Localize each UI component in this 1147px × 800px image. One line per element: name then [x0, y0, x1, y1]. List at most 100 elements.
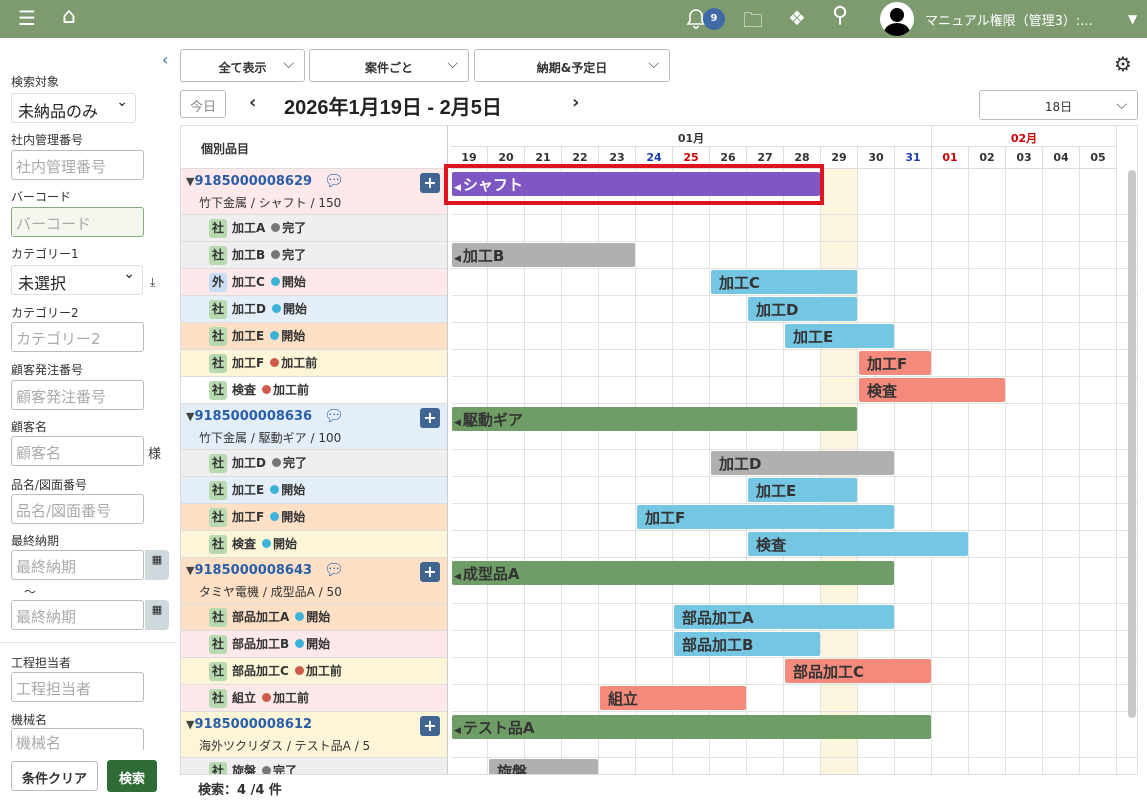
collapse-icon[interactable]: ▼ — [186, 564, 195, 577]
collapse-icon[interactable]: ▼ — [186, 718, 195, 731]
grid-line — [451, 684, 1137, 685]
process-row[interactable]: 社加工D 開始 — [181, 296, 448, 323]
category1-select[interactable]: 未選択 — [11, 265, 143, 295]
machine-input[interactable]: 機械名 — [11, 728, 144, 752]
gantt-bar[interactable]: 加工D — [748, 297, 857, 321]
filter-display-dropdown[interactable]: 全て表示 — [180, 49, 305, 82]
comment-icon[interactable]: 💬︎ — [324, 171, 345, 190]
gantt-bar[interactable]: ◀ 駆動ギア — [452, 407, 857, 431]
add-process-button[interactable]: + — [420, 173, 440, 193]
gear-icon[interactable]: ⚙ — [1114, 52, 1132, 76]
span-select[interactable]: 18日 — [979, 90, 1138, 120]
process-row[interactable]: 社加工D 完了 — [181, 450, 448, 477]
due-from-input[interactable]: 最終納期 — [11, 550, 144, 580]
category2-input[interactable]: カテゴリー2 — [11, 322, 144, 352]
clear-button[interactable]: 条件クリア — [11, 761, 98, 791]
add-process-button[interactable]: + — [420, 716, 440, 736]
collapse-icon[interactable]: ▼ — [186, 175, 195, 188]
process-type-tag: 社 — [209, 508, 227, 527]
process-row[interactable]: 社加工B 完了 — [181, 242, 448, 269]
comment-icon[interactable]: 💬︎ — [324, 560, 345, 579]
gantt-bar[interactable]: 検査 — [748, 532, 968, 556]
avatar[interactable] — [880, 2, 914, 36]
part-input[interactable]: 品名/図面番号 — [11, 494, 144, 524]
prev-icon[interactable]: ‹ — [249, 92, 257, 113]
internal-no-input[interactable]: 社内管理番号 — [11, 150, 144, 180]
user-name[interactable]: マニュアル権限（管理3）:... — [925, 14, 1093, 29]
gantt-bar[interactable]: 検査 — [859, 378, 1005, 402]
label: 全て表示 — [218, 61, 267, 75]
add-process-button[interactable]: + — [420, 562, 440, 582]
scrollbar[interactable] — [1128, 170, 1136, 718]
gantt-bar[interactable]: ◀ 成型品A — [452, 561, 894, 585]
gantt-bar[interactable]: 加工E — [785, 324, 894, 348]
filter-date-dropdown[interactable]: 納期&予定日 — [474, 49, 670, 82]
order-row[interactable]: ▼9185000008643 💬︎ + タミヤ電機 / 成型品A / 50 — [181, 558, 448, 604]
calendar-icon[interactable]: ▦ — [145, 550, 169, 580]
folder-icon[interactable]: 🗀 — [743, 8, 763, 32]
home-icon[interactable]: ⌂ — [62, 4, 76, 29]
process-row[interactable]: 社加工F 加工前 — [181, 350, 448, 377]
gantt-bar[interactable]: ◀ テスト品A — [452, 715, 931, 739]
worker-input[interactable]: 工程担当者 — [11, 672, 144, 702]
order-row[interactable]: ▼9185000008612 + 海外ツクリダス / テスト品A / 5 — [181, 712, 448, 758]
gantt-bar[interactable]: 加工F — [859, 351, 931, 375]
gantt-bar[interactable]: ◀ 加工B — [452, 243, 635, 267]
date-range-title: 2026年1月19日 - 2月5日 — [284, 97, 502, 119]
customer-input[interactable]: 顧客名 — [11, 436, 144, 466]
collapse-sidebar-icon[interactable]: ‹ — [162, 50, 169, 69]
process-row[interactable]: 社組立 加工前 — [181, 685, 448, 712]
process-row[interactable]: 社加工E 開始 — [181, 323, 448, 350]
grid-line — [451, 711, 1137, 712]
comment-icon[interactable]: 💬︎ — [324, 406, 345, 425]
process-row[interactable]: 社加工F 開始 — [181, 504, 448, 531]
customer-order-input[interactable]: 顧客発注番号 — [11, 380, 144, 410]
order-id-link[interactable]: 9185000008643 — [194, 563, 313, 578]
process-row[interactable]: 社旋盤 完了 — [181, 758, 448, 774]
process-row[interactable]: 社部品加工A 開始 — [181, 604, 448, 631]
gantt-bar[interactable]: 部品加工C — [785, 659, 931, 683]
gantt-bar[interactable]: 加工F — [637, 505, 894, 529]
label: 納期&予定日 — [536, 61, 608, 75]
gantt-bar[interactable]: 部品加工A — [674, 605, 894, 629]
order-id-link[interactable]: 9185000008629 — [194, 174, 313, 189]
today-button[interactable]: 今日 — [180, 90, 226, 118]
grid-line — [451, 557, 1137, 558]
search-button[interactable]: 検索 — [107, 760, 157, 792]
process-row[interactable]: 社加工A 完了 — [181, 215, 448, 242]
menu-icon[interactable]: ☰ — [18, 6, 36, 30]
process-row[interactable]: 外加工C 開始 — [181, 269, 448, 296]
process-row[interactable]: 社部品加工C 加工前 — [181, 658, 448, 685]
search-target-select[interactable]: 未納品のみ — [11, 93, 136, 123]
user-menu-caret-icon[interactable]: ▼ — [1128, 12, 1138, 26]
order-row[interactable]: ▼9185000008636 💬︎ + 竹下金属 / 駆動ギア / 100 — [181, 404, 448, 450]
process-row[interactable]: 社検査 加工前 — [181, 377, 448, 404]
gantt-bar[interactable]: 旋盤 — [489, 759, 598, 774]
gantt-bar[interactable]: 加工D — [711, 451, 894, 475]
label: バーコード — [11, 190, 72, 204]
gantt-bar[interactable]: ◀ シャフト — [452, 172, 820, 196]
order-row[interactable]: ▼9185000008629 💬︎ + 竹下金属 / シャフト / 150 — [181, 169, 448, 215]
gantt-bar[interactable]: 組立 — [600, 686, 746, 710]
gantt-bar[interactable]: 部品加工B — [674, 632, 820, 656]
bell-icon[interactable] — [686, 8, 706, 30]
order-id-link[interactable]: 9185000008612 — [194, 717, 313, 732]
status-dot-icon — [262, 385, 272, 394]
search-icon[interactable]: ⚲ — [832, 3, 849, 28]
process-row[interactable]: 社検査 開始 — [181, 531, 448, 558]
calendar-icon[interactable]: ▦ — [145, 600, 169, 630]
selection-highlight — [444, 164, 824, 205]
due-to-input[interactable]: 最終納期 — [11, 600, 144, 630]
barcode-input[interactable]: バーコード — [11, 207, 144, 237]
dropbox-icon[interactable]: ❖ — [788, 6, 806, 30]
order-id-link[interactable]: 9185000008636 — [194, 409, 313, 424]
filter-group-dropdown[interactable]: 案件ごと — [309, 49, 469, 82]
collapse-icon[interactable]: ▼ — [186, 410, 195, 423]
next-icon[interactable]: › — [572, 92, 580, 113]
sort-icon[interactable]: ⤓ — [150, 275, 156, 289]
gantt-bar[interactable]: 加工E — [748, 478, 857, 502]
process-row[interactable]: 社部品加工B 開始 — [181, 631, 448, 658]
process-row[interactable]: 社加工E 開始 — [181, 477, 448, 504]
add-process-button[interactable]: + — [420, 408, 440, 428]
gantt-bar[interactable]: 加工C — [711, 270, 857, 294]
